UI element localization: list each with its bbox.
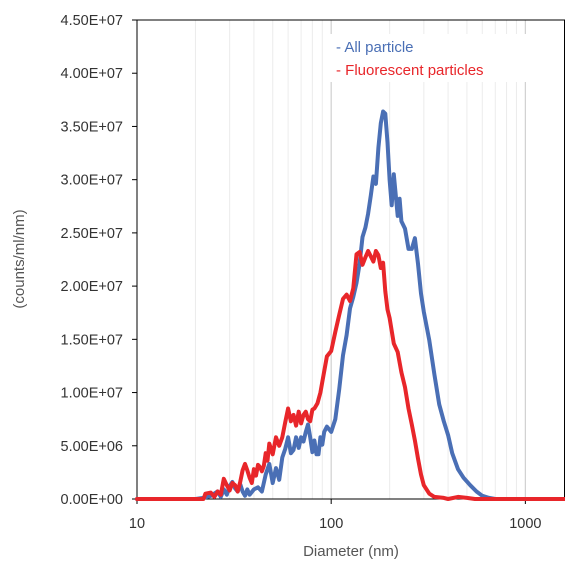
y-axis-title: (counts/ml/nm)	[11, 209, 28, 308]
y-tick-label: 4.00E+07	[61, 66, 124, 82]
y-tick-label: 5.00E+06	[61, 439, 124, 455]
y-tick-label: 3.00E+07	[61, 173, 124, 189]
x-tick-label: 100	[319, 516, 343, 532]
x-tick-label: 10	[129, 516, 145, 532]
y-axis-ticks: 0.00E+00 5.00E+06 1.00E+07 1.50E+07 2.00E+07…	[61, 13, 137, 508]
y-tick-label: 2.00E+07	[61, 279, 124, 295]
y-tick-label: 2.50E+07	[61, 226, 124, 242]
x-tick-label: 1000	[509, 516, 541, 532]
legend-entry-fluorescent-particles: - Fluorescent particles	[336, 62, 484, 79]
series-line-all-particle	[135, 109, 565, 501]
x-axis-title: Diameter (nm)	[303, 543, 399, 560]
y-tick-label: 1.00E+07	[61, 386, 124, 402]
series-line-fluorescent-particles	[135, 249, 565, 501]
legend-entry-all-particle: - All particle	[336, 39, 414, 56]
x-axis-ticks: 10 100 1000	[129, 499, 541, 532]
plot-frame	[136, 19, 565, 500]
y-tick-label: 0.00E+00	[61, 492, 124, 508]
series-layer	[135, 109, 565, 501]
y-tick-label: 3.50E+07	[61, 119, 124, 135]
legend-background	[326, 34, 534, 82]
y-tick-label: 1.50E+07	[61, 332, 124, 348]
y-tick-label: 4.50E+07	[61, 13, 124, 29]
vertical-gridlines	[194, 20, 526, 499]
